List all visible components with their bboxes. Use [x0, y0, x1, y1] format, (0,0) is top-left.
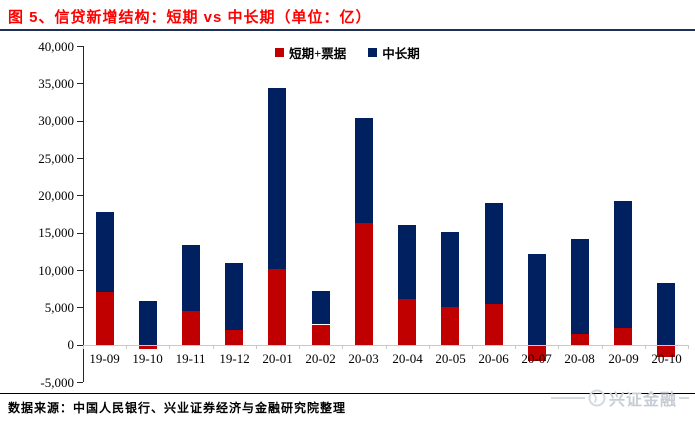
x-axis-tick	[213, 345, 214, 349]
bar-segment	[96, 211, 114, 292]
x-tick-label: 20-03	[348, 351, 379, 366]
bar-segment	[96, 291, 114, 345]
brand-watermark: 兴证金融	[550, 386, 689, 410]
bar-segment	[528, 345, 546, 361]
legend-item: 短期+票据	[275, 43, 346, 62]
x-tick-label: 20-02	[305, 351, 336, 366]
x-axis-tick	[602, 345, 603, 349]
legend-swatch-icon	[368, 48, 378, 57]
x-axis-tick	[429, 345, 430, 349]
data-source-note: 数据来源：中国人民银行、兴业证券经济与金融研究院整理	[8, 401, 347, 415]
x-axis-tick	[386, 345, 387, 349]
bar-segment	[398, 299, 416, 345]
y-axis-tick	[77, 83, 83, 85]
brand-logo-icon	[587, 388, 607, 408]
y-axis-tick	[77, 120, 83, 122]
y-tick-label: 15,000	[38, 225, 74, 241]
chart-legend: 短期+票据 中长期	[0, 43, 695, 62]
footer-divider	[0, 393, 695, 394]
y-tick-label: 30,000	[38, 113, 74, 129]
x-tick-label: 19-10	[132, 351, 163, 366]
bar-segment	[571, 334, 589, 345]
bar-segment	[268, 87, 286, 270]
title-underline	[0, 29, 695, 31]
bar-segment	[441, 231, 459, 307]
x-axis-tick	[688, 345, 689, 349]
y-tick-label: 5,000	[44, 299, 74, 315]
y-axis-line	[83, 46, 84, 382]
bar-segment	[657, 345, 675, 357]
x-axis-tick	[126, 345, 127, 349]
y-axis-tick	[77, 195, 83, 197]
x-tick-label: 20-10	[651, 351, 682, 366]
y-axis-tick	[77, 307, 83, 309]
bar-segment	[139, 300, 157, 345]
y-tick-label: 0	[67, 337, 75, 353]
bar-segment	[355, 223, 373, 345]
x-axis-tick	[645, 345, 646, 349]
bar-segment	[485, 304, 503, 345]
x-tick-label: 20-07	[521, 351, 552, 366]
watermark-dash	[550, 397, 585, 399]
x-axis-zero-line	[83, 345, 688, 346]
y-tick-label: 20,000	[38, 187, 74, 203]
x-tick-label: 19-12	[219, 351, 250, 366]
y-axis-tick	[77, 382, 83, 383]
x-tick-label: 20-04	[392, 351, 423, 366]
x-tick-label: 19-09	[89, 351, 120, 366]
x-tick-label: 20-09	[608, 351, 639, 366]
bar-segment	[355, 117, 373, 223]
watermark-dash	[679, 397, 689, 399]
x-axis-tick	[342, 345, 343, 349]
x-axis-tick	[472, 345, 473, 349]
legend-item: 中长期	[368, 43, 420, 62]
x-tick-label: 20-06	[478, 351, 509, 366]
x-axis-tick	[256, 345, 257, 349]
watermark-label: 兴证金融	[608, 392, 677, 409]
legend-swatch-icon	[275, 48, 285, 57]
legend-label: 短期+票据	[289, 47, 347, 61]
y-tick-label: 35,000	[38, 75, 74, 91]
x-tick-label: 19-11	[175, 351, 206, 366]
y-axis-tick	[77, 158, 83, 159]
y-axis-tick	[77, 270, 83, 271]
bar-segment	[225, 329, 243, 345]
bar-segment	[441, 306, 459, 345]
x-tick-label: 20-08	[564, 351, 595, 366]
x-axis-tick	[299, 345, 300, 349]
bar-segment	[571, 239, 589, 335]
y-axis-tick	[77, 344, 83, 346]
bar-segment	[657, 282, 675, 345]
bar-segment	[398, 225, 416, 300]
y-tick-label: 25,000	[38, 150, 74, 166]
chart-title: 图 5、信贷新增结构：短期 vs 中长期（单位：亿）	[8, 9, 372, 26]
bar-segment	[528, 254, 546, 345]
y-tick-label: 40,000	[38, 38, 74, 54]
x-axis-tick	[558, 345, 559, 349]
y-tick-label: -5,000	[40, 374, 74, 390]
bar-segment	[225, 263, 243, 330]
bar-segment	[614, 328, 632, 345]
x-axis-tick	[169, 345, 170, 349]
bar-segment	[485, 202, 503, 305]
bar-segment	[614, 201, 632, 329]
x-tick-label: 20-01	[262, 351, 293, 366]
bar-segment	[268, 269, 286, 345]
bar-segment	[182, 311, 200, 345]
y-tick-label: 10,000	[38, 262, 74, 278]
y-axis-tick	[77, 232, 83, 234]
bar-segment	[312, 290, 330, 325]
legend-label: 中长期	[382, 47, 420, 61]
bar-segment	[139, 345, 157, 349]
y-axis-tick	[77, 46, 83, 47]
bar-segment	[312, 324, 330, 345]
x-axis-tick	[515, 345, 516, 349]
x-axis-tick	[83, 345, 84, 349]
x-tick-label: 20-05	[435, 351, 466, 366]
bar-segment	[182, 244, 200, 312]
